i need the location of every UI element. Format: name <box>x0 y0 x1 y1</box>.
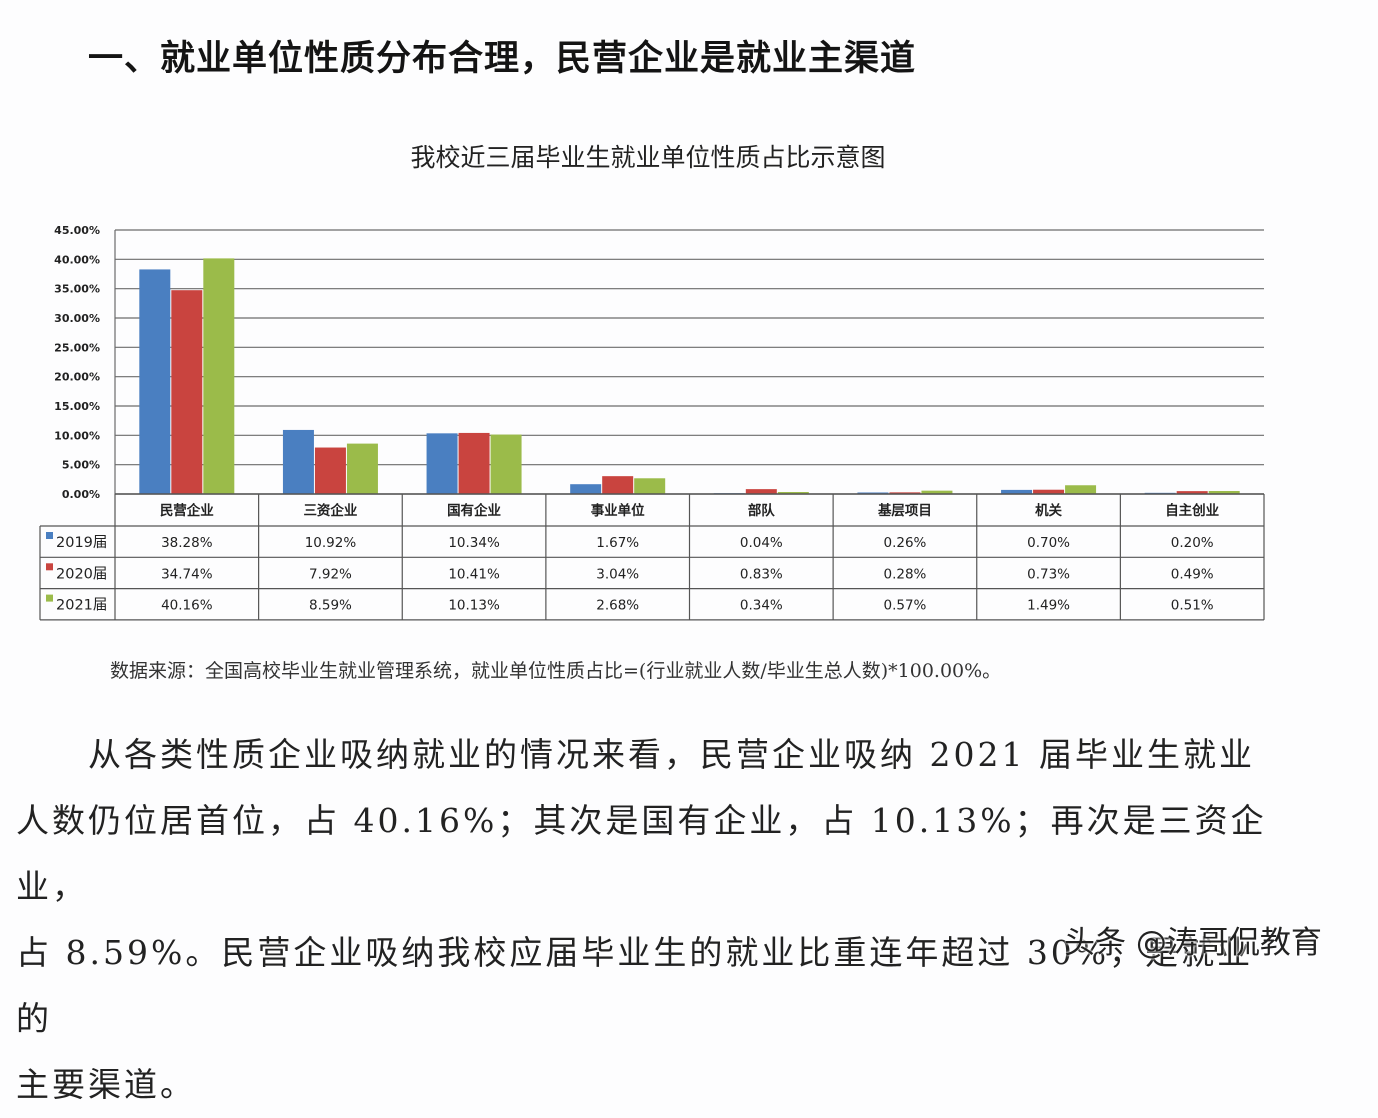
table-cell-value: 10.41% <box>448 566 500 582</box>
y-tick-label: 45.00% <box>54 224 100 237</box>
table-cell-value: 0.20% <box>1171 535 1214 551</box>
table-cell-value: 38.28% <box>161 535 213 551</box>
y-tick-label: 5.00% <box>62 459 100 472</box>
category-label: 自主创业 <box>1165 502 1219 519</box>
legend-swatch <box>46 563 53 571</box>
table-cell-value: 7.92% <box>309 566 352 582</box>
chart-title: 我校近三届毕业生就业单位性质占比示意图 <box>410 143 886 172</box>
bar <box>490 434 522 494</box>
table-cell-value: 0.04% <box>740 535 783 551</box>
bar <box>889 492 921 494</box>
legend-label: 2021届 <box>56 598 107 614</box>
bar <box>426 433 458 494</box>
category-label: 事业单位 <box>591 502 645 519</box>
bar <box>745 489 777 494</box>
section-heading: 一、就业单位性质分布合理，民营企业是就业主渠道 <box>88 39 917 79</box>
table-cell-value: 0.70% <box>1027 535 1070 551</box>
y-tick-label: 0.00% <box>62 488 100 501</box>
bar <box>777 492 809 494</box>
bar <box>171 290 203 494</box>
bar-chart-with-data-table: 0.00% 5.00% 10.00% 15.00% 20.00% 25.00% 30.00%… <box>39 224 1265 621</box>
bar <box>857 492 889 494</box>
paragraph-line: 占 8.59%。民营企业吸纳我校应届毕业生的就业比重连年超过 30%，是就业的 <box>16 933 1254 1038</box>
table-cell-value: 0.49% <box>1171 566 1214 582</box>
bar <box>203 258 235 494</box>
y-tick-label: 40.00% <box>54 253 100 266</box>
bar <box>346 443 378 494</box>
table-cell-value: 0.73% <box>1027 566 1070 582</box>
table-cell-value: 8.59% <box>309 598 352 614</box>
legend-label: 2020届 <box>56 566 107 582</box>
bar <box>1176 491 1208 494</box>
paragraph-line: 主要渠道。 <box>16 1065 196 1104</box>
table-cell-value: 0.34% <box>740 598 783 614</box>
table-cell-value: 10.34% <box>448 535 500 551</box>
table-cell-value: 2.68% <box>596 598 639 614</box>
bar <box>314 447 346 494</box>
category-label: 民营企业 <box>160 502 214 519</box>
bar <box>1033 489 1065 494</box>
bar <box>1001 489 1033 494</box>
bar <box>921 490 953 494</box>
table-cell-value: 3.04% <box>596 566 639 582</box>
category-label: 机关 <box>1035 502 1063 519</box>
table-cell-value: 0.28% <box>883 566 926 582</box>
gridlines <box>114 229 1264 495</box>
table-cell-value: 1.67% <box>596 535 639 551</box>
y-axis-ticks: 0.00% 5.00% 10.00% 15.00% 20.00% 25.00% 30.00%… <box>54 224 100 501</box>
table-cell-value: 34.74% <box>161 566 213 582</box>
y-tick-label: 10.00% <box>54 429 100 442</box>
bar <box>1208 491 1240 494</box>
bar <box>634 478 666 494</box>
table-cell-value: 0.83% <box>740 566 783 582</box>
table-cell-value: 10.13% <box>448 598 500 614</box>
data-table: 民营企业 三资企业 国有企业 事业单位 部队 基层项目 机关 自主创业 2019届 38.28% 1… <box>39 493 1265 621</box>
bar <box>282 429 314 494</box>
bar <box>570 484 602 494</box>
bar <box>1065 485 1097 494</box>
table-cell-value: 1.49% <box>1027 598 1070 614</box>
paragraph-line: 人数仍位居首位，占 40.16%；其次是国有企业，占 10.13%；再次是三资企… <box>16 801 1267 906</box>
category-label: 部队 <box>748 502 776 519</box>
y-tick-label: 25.00% <box>54 341 100 354</box>
legend-swatch <box>46 594 53 602</box>
table-cell-value: 0.57% <box>883 598 926 614</box>
paragraph-line: 从各类性质企业吸纳就业的情况来看，民营企业吸纳 2021 届毕业生就业 <box>88 735 1255 774</box>
table-cell-value: 40.16% <box>161 598 213 614</box>
category-label: 三资企业 <box>303 502 357 519</box>
category-label: 国有企业 <box>447 502 501 519</box>
category-label: 基层项目 <box>878 502 932 519</box>
table-cell-value: 0.51% <box>1171 598 1214 614</box>
bars <box>139 258 1240 494</box>
legend-label: 2019届 <box>56 535 107 551</box>
y-tick-label: 35.00% <box>54 283 100 296</box>
bar <box>602 476 634 494</box>
watermark: 头条 @涛哥侃教育 <box>1064 925 1322 961</box>
table-cell-value: 10.92% <box>305 535 357 551</box>
data-source-note: 数据来源：全国高校毕业生就业管理系统，就业单位性质占比=(行业就业人数/毕业生总… <box>110 660 1002 682</box>
y-tick-label: 20.00% <box>54 371 100 384</box>
y-tick-label: 30.00% <box>54 312 100 325</box>
table-cell-value: 0.26% <box>883 535 926 551</box>
y-tick-label: 15.00% <box>54 400 100 413</box>
legend-swatch <box>46 532 53 539</box>
bar <box>458 432 490 494</box>
bar <box>139 269 171 494</box>
